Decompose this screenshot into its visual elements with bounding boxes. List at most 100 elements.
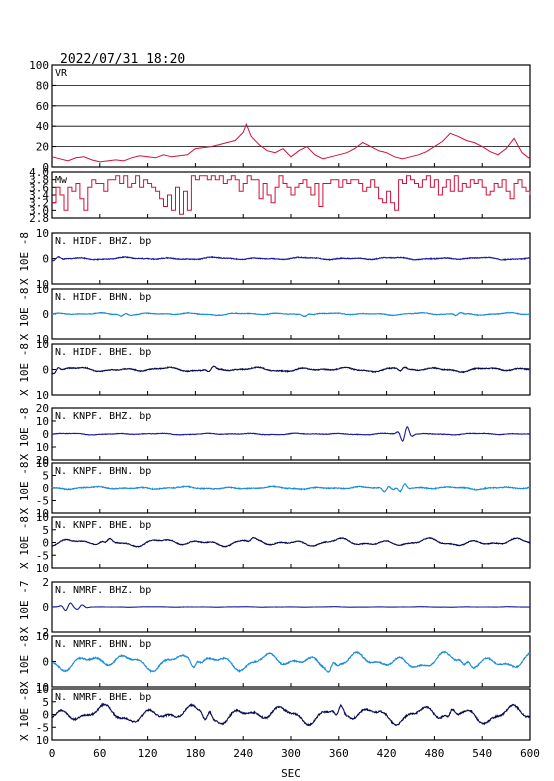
panel-label: N. KNPF. BHN. bp	[55, 466, 151, 477]
x-axis-label: SEC	[281, 767, 301, 780]
panel-label: N. HIDF. BHZ. bp	[55, 236, 151, 247]
y-tick-label: 3.8	[29, 174, 49, 187]
y-tick-label: -5	[36, 495, 49, 508]
y-tick-label: -5	[36, 549, 49, 562]
y-tick-label: 10	[36, 278, 49, 291]
y-tick-label: -2	[36, 626, 49, 639]
y-tick-label: 2.8	[29, 212, 49, 225]
y-tick-label: 3.4	[29, 189, 49, 202]
panel-label: N. HIDF. BHN. bp	[55, 292, 151, 303]
y-tick-label: 0	[42, 482, 49, 495]
y-tick-label: 3.0	[29, 204, 49, 217]
y-tick-label: 10	[36, 333, 49, 346]
series-line-hidf-bhz	[51, 255, 531, 262]
y-tick-label: 0	[42, 161, 49, 174]
series-line-hidf-bhn	[52, 311, 530, 318]
panel-label: Mw	[55, 175, 68, 186]
panel-stack: 020406080100VR2.83.03.23.43.63.84.0Mw100…	[18, 59, 531, 747]
panel-label: N. KNPF. BHE. bp	[55, 520, 151, 531]
panel-label: VR	[55, 68, 68, 79]
series-line-knpf-bhz	[51, 426, 531, 442]
y-tick-label: 20	[36, 402, 49, 415]
x-tick-label: 0	[49, 747, 56, 760]
series-line-knpf-bhe	[51, 536, 531, 548]
y-tick-label: 10	[36, 457, 49, 470]
panel-label: N. NMRF. BHE. bp	[55, 692, 151, 703]
panel-label: N. HIDF. BHE. bp	[55, 347, 151, 358]
series-line-vr	[51, 122, 531, 163]
series-line-nmrf-bhz	[52, 602, 530, 612]
y-tick-label: 3.6	[29, 181, 49, 194]
y-tick-label: -5	[36, 721, 49, 734]
y-axis-label: X 10E -8	[18, 688, 31, 741]
y-tick-label: 10	[36, 683, 49, 696]
panel-label: N. NMRF. BHZ. bp	[55, 585, 151, 596]
series-line-hidf-bhe	[51, 365, 530, 375]
series-line-mw	[52, 175, 531, 215]
y-tick-label: 10	[36, 283, 49, 296]
panel-label: N. NMRF. BHN. bp	[55, 639, 151, 650]
y-tick-label: 0	[42, 364, 49, 377]
y-tick-label: 5	[42, 696, 49, 709]
y-tick-label: 20	[36, 454, 49, 467]
y-tick-label: 10	[36, 562, 49, 575]
y-tick-label: 10	[36, 630, 49, 643]
panel-hidf-bhz: 10 0 10 N. HIDF. BHZ. bp X 10E -8	[18, 227, 531, 291]
panel-nmrf-bhz: -2 0 2 N. NMRF. BHZ. bp X 10E -7	[18, 576, 531, 639]
panel-frame	[51, 64, 531, 168]
y-tick-label: 10	[36, 389, 49, 402]
y-tick-label: 10	[36, 507, 49, 520]
y-tick-label: 5	[42, 524, 49, 537]
x-tick-label: 600	[520, 747, 540, 760]
series-line-knpf-bhn	[51, 483, 531, 493]
y-tick-label: 0	[42, 537, 49, 550]
panel-mw: 2.83.03.23.43.63.84.0 Mw	[29, 166, 531, 225]
panel-hidf-bhe: 10 0 10 N. HIDF. BHE. bp X 10E -8	[18, 338, 531, 402]
y-tick-label: 20	[36, 141, 49, 154]
y-axis-label: X 10E -7	[18, 581, 31, 634]
x-tick-label: 300	[281, 747, 301, 760]
x-tick-label: 480	[424, 747, 444, 760]
y-tick-label: 0	[42, 308, 49, 321]
y-axis-label: X 10E -8	[18, 232, 31, 285]
y-axis-label: X 10E -8	[18, 635, 31, 688]
y-axis-label: X 10E -8	[18, 288, 31, 341]
x-tick-label: 360	[329, 747, 349, 760]
y-tick-label: 100	[29, 59, 49, 72]
y-tick-label: 10	[36, 338, 49, 351]
y-tick-label: 0	[42, 253, 49, 266]
y-tick-label: 5	[42, 470, 49, 483]
y-tick-label: 10	[36, 227, 49, 240]
y-axis-label: X 10E -8	[18, 408, 31, 461]
y-tick-label: 80	[36, 79, 49, 92]
y-tick-label: 10	[36, 511, 49, 524]
y-tick-label: 0	[42, 428, 49, 441]
x-tick-label: 420	[377, 747, 397, 760]
panel-vr: 0 20 40 60 80 100 VR	[29, 59, 531, 174]
x-tick-label: 240	[233, 747, 253, 760]
series-line-nmrf-bhn	[51, 650, 531, 674]
y-axis-label: X 10E -8	[18, 516, 31, 569]
x-tick-label: 120	[138, 747, 158, 760]
x-tick-label: 60	[93, 747, 106, 760]
y-axis-label: X 10E -8	[18, 343, 31, 396]
x-tick-label: 540	[472, 747, 492, 760]
header-datetime: 2022/07/31 18:20	[60, 52, 185, 67]
panel-nmrf-bhn: 10 0 10 N. NMRF. BHN. bp X 10E -8	[18, 630, 531, 694]
y-tick-label: 10	[36, 415, 49, 428]
y-tick-label: 60	[36, 100, 49, 113]
y-tick-label: 0	[42, 656, 49, 669]
y-tick-label: 10	[36, 681, 49, 694]
y-axis-label: X 10E -8	[18, 462, 31, 515]
y-tick-label: 4.0	[29, 166, 49, 179]
panel-hidf-bhn: 10 0 10 N. HIDF. BHN. bp X 10E -8	[18, 283, 531, 346]
y-tick-label: 3.2	[29, 197, 49, 210]
x-tick-label: 180	[185, 747, 205, 760]
series-line-nmrf-bhe	[51, 702, 531, 727]
y-tick-label: 0	[42, 709, 49, 722]
